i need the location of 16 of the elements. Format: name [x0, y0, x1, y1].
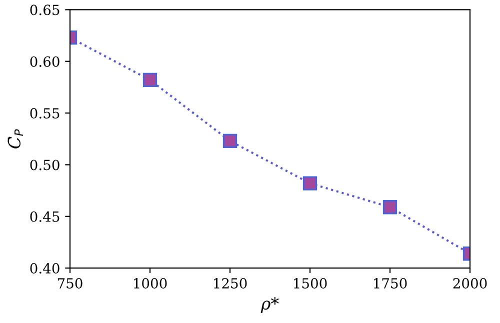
y-tick-label: 0.60 [30, 56, 60, 67]
y-tick-label: 0.50 [30, 160, 60, 170]
y-tick-label: 0.65 [30, 4, 60, 16]
y-axis-title: C̄$_{P}$ [8, 129, 23, 148]
y-tick-label: 0.45 [30, 211, 60, 222]
x-tick-label: 2000 [453, 278, 487, 289]
x-tick-label: 750 [58, 278, 82, 289]
x-tick-label: 1500 [294, 278, 327, 289]
y-tick-label: 0.40 [30, 263, 60, 274]
point [222, 134, 238, 148]
point [302, 176, 318, 190]
x-tick-label: 1250 [214, 278, 247, 289]
x-tick-label: 1750 [374, 278, 407, 289]
y-tick-label: 0.55 [30, 108, 60, 119]
x-tick-label: 1000 [134, 278, 167, 289]
x-axis-title: ρ* [260, 297, 279, 313]
